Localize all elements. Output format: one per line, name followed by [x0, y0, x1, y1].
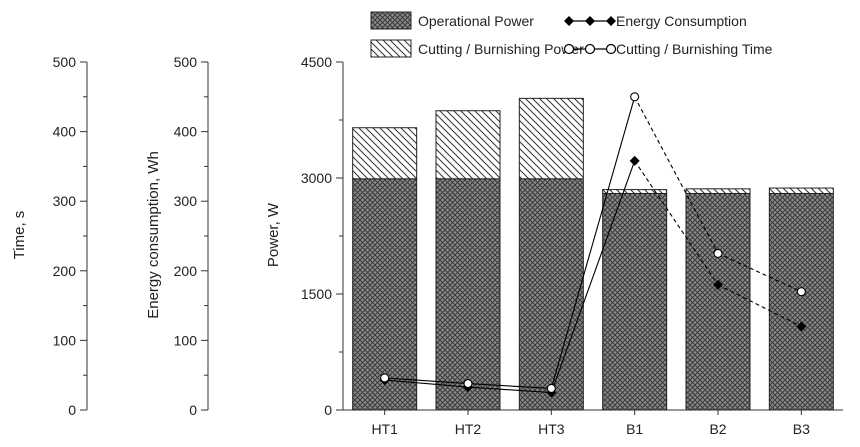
time-tick-label: 200 [53, 263, 77, 279]
line-segment-energy-consumption [384, 379, 469, 388]
point-energy-consumption-b1 [629, 155, 640, 166]
time-tick-label: 0 [68, 402, 76, 418]
point-cutting-burnishing-time-b2 [713, 248, 723, 258]
point-cutting-burnishing-time-b1 [630, 92, 640, 102]
time-tick-label: 500 [53, 54, 77, 70]
time-axis-title: Time, s [11, 211, 28, 260]
bar-operational-power-b1 [602, 192, 668, 411]
point-cutting-burnishing-time-ht1 [380, 373, 390, 383]
point-cutting-burnishing-time-ht2 [463, 379, 473, 389]
bar-cutting-burnishing-power-ht2 [435, 110, 501, 180]
legend-energy-marker-3 [606, 16, 616, 26]
line-segment-cutting-burnishing-time [467, 383, 552, 389]
line-segment-cutting-burnishing-time [717, 252, 802, 293]
legend-cutting-power-swatch [370, 39, 412, 58]
bar-operational-power-ht2 [435, 178, 501, 411]
x-tick-label: B2 [709, 421, 726, 437]
power-tick-label: 3000 [301, 170, 332, 186]
x-tick-label: HT1 [371, 421, 398, 437]
power-axis-title: Power, W [265, 202, 282, 267]
legend-operational-power-label: Operational Power [418, 13, 534, 29]
legend: Operational Power Cutting / Burnishing P… [370, 11, 773, 58]
point-energy-consumption-b3 [796, 321, 807, 332]
legend-time-marker-1 [563, 43, 575, 55]
point-cutting-burnishing-time-b3 [796, 287, 806, 297]
bar-operational-power-b2 [685, 192, 751, 411]
power-tick-label: 0 [324, 402, 332, 418]
time-tick-label: 300 [53, 193, 77, 209]
x-tick-label: HT2 [455, 421, 482, 437]
legend-energy-marker-1 [564, 16, 574, 26]
legend-energy-label: Energy Consumption [616, 13, 747, 29]
x-tick-label: HT3 [538, 421, 565, 437]
line-segment-cutting-burnishing-time [550, 96, 636, 389]
bar-cutting-burnishing-power-b1 [602, 189, 668, 194]
legend-time-marker-2 [584, 43, 596, 55]
bar-operational-power-ht3 [518, 178, 584, 411]
line-segment-energy-consumption [717, 284, 802, 327]
time-tick-label: 400 [53, 124, 77, 140]
energy-tick-label: 200 [174, 263, 198, 279]
legend-time-marker-3 [605, 43, 617, 55]
bar-cutting-burnishing-power-b2 [685, 188, 751, 194]
energy-tick-label: 100 [174, 332, 198, 348]
bar-operational-power-ht1 [352, 178, 418, 411]
x-tick-label: B3 [793, 421, 810, 437]
point-cutting-burnishing-time-ht3 [546, 383, 556, 393]
line-segment-energy-consumption [550, 160, 636, 393]
bar-cutting-burnishing-power-ht1 [352, 127, 418, 180]
power-tick-label: 1500 [301, 286, 332, 302]
line-segment-energy-consumption [634, 160, 719, 286]
point-energy-consumption-b2 [713, 279, 723, 290]
bar-operational-power-b3 [768, 192, 834, 411]
legend-energy-marker-2 [585, 16, 595, 26]
legend-cutting-power-label: Cutting / Burnishing Power [418, 41, 584, 57]
bar-cutting-burnishing-power-ht3 [518, 97, 584, 180]
energy-tick-label: 400 [174, 124, 198, 140]
line-segment-cutting-burnishing-time [634, 96, 719, 254]
legend-time-label: Cutting / Burnishing Time [616, 41, 773, 57]
energy-tick-label: 0 [189, 402, 197, 418]
line-segment-cutting-burnishing-time [384, 377, 469, 385]
bar-cutting-burnishing-power-b3 [768, 187, 834, 194]
energy-tick-label: 300 [174, 193, 198, 209]
x-tick-label: B1 [626, 421, 643, 437]
legend-operational-power-swatch [370, 11, 412, 30]
line-segment-energy-consumption [467, 386, 552, 394]
power-tick-label: 4500 [301, 54, 332, 70]
energy-tick-label: 500 [174, 54, 198, 70]
energy-axis-title: Energy consumption, Wh [145, 151, 162, 319]
time-tick-label: 100 [53, 332, 77, 348]
